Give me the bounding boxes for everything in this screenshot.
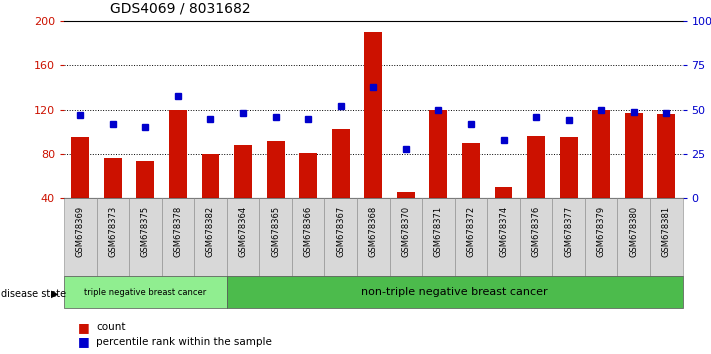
Bar	[64, 276, 227, 308]
Bar	[552, 198, 585, 276]
Text: GSM678376: GSM678376	[532, 206, 540, 257]
Bar	[617, 198, 650, 276]
Bar	[585, 198, 617, 276]
Text: GSM678364: GSM678364	[239, 206, 247, 257]
Text: GDS4069 / 8031682: GDS4069 / 8031682	[110, 2, 251, 16]
Bar	[227, 276, 683, 308]
Bar	[234, 145, 252, 198]
Bar	[527, 136, 545, 198]
Bar	[454, 198, 487, 276]
Bar	[357, 198, 390, 276]
Bar	[129, 198, 161, 276]
Text: GSM678370: GSM678370	[401, 206, 410, 257]
Text: GSM678368: GSM678368	[369, 206, 378, 257]
Bar	[324, 198, 357, 276]
Text: GSM678381: GSM678381	[662, 206, 670, 257]
Bar	[520, 198, 552, 276]
Bar	[201, 154, 220, 198]
Text: GSM678380: GSM678380	[629, 206, 638, 257]
Text: GSM678372: GSM678372	[466, 206, 476, 257]
Text: GSM678369: GSM678369	[76, 206, 85, 257]
Text: GSM678367: GSM678367	[336, 206, 346, 257]
Text: count: count	[96, 322, 125, 332]
Text: ■: ■	[78, 335, 90, 348]
Bar	[364, 32, 383, 198]
Bar	[299, 153, 317, 198]
Bar	[104, 159, 122, 198]
Text: GSM678366: GSM678366	[304, 206, 313, 257]
Bar	[658, 114, 675, 198]
Text: GSM678373: GSM678373	[108, 206, 117, 257]
Text: GSM678374: GSM678374	[499, 206, 508, 257]
Bar	[292, 198, 324, 276]
Bar	[625, 113, 643, 198]
Bar	[97, 198, 129, 276]
Bar	[462, 143, 480, 198]
Text: percentile rank within the sample: percentile rank within the sample	[96, 337, 272, 347]
Text: ▶: ▶	[50, 289, 58, 299]
Bar	[592, 110, 610, 198]
Text: GSM678371: GSM678371	[434, 206, 443, 257]
Bar	[169, 110, 187, 198]
Text: non-triple negative breast cancer: non-triple negative breast cancer	[361, 287, 548, 297]
Bar	[422, 198, 454, 276]
Bar	[260, 198, 292, 276]
Bar	[161, 198, 194, 276]
Bar	[267, 141, 284, 198]
Text: GSM678378: GSM678378	[173, 206, 183, 257]
Bar	[495, 187, 513, 198]
Text: disease state: disease state	[1, 289, 67, 299]
Text: triple negative breast cancer: triple negative breast cancer	[85, 287, 206, 297]
Bar	[560, 137, 577, 198]
Bar	[227, 198, 260, 276]
Text: GSM678375: GSM678375	[141, 206, 150, 257]
Bar	[332, 129, 350, 198]
Bar	[390, 198, 422, 276]
Bar	[137, 161, 154, 198]
Bar	[194, 198, 227, 276]
Text: GSM678365: GSM678365	[271, 206, 280, 257]
Bar	[650, 198, 683, 276]
Bar	[397, 192, 415, 198]
Bar	[71, 137, 89, 198]
Bar	[487, 198, 520, 276]
Text: GSM678377: GSM678377	[564, 206, 573, 257]
Bar	[429, 110, 447, 198]
Bar	[64, 198, 97, 276]
Text: GSM678382: GSM678382	[206, 206, 215, 257]
Text: GSM678379: GSM678379	[597, 206, 606, 257]
Text: ■: ■	[78, 321, 90, 334]
